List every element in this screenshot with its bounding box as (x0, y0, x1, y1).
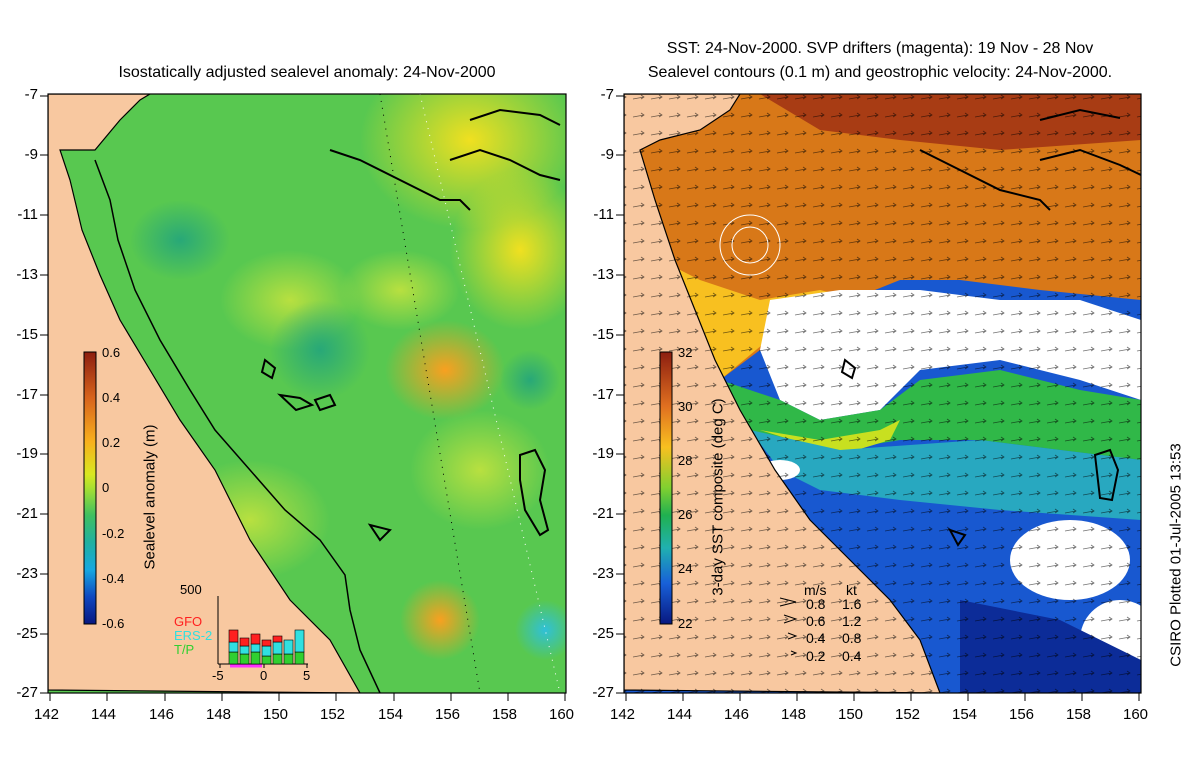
velocity-row-ms: 0.2 (806, 648, 826, 664)
colorbar-tick: 22 (678, 616, 693, 631)
y-tick: -11 (17, 206, 38, 223)
x-tick: 158 (1066, 706, 1092, 723)
y-tick: -13 (16, 266, 38, 283)
velocity-header-kt: kt (846, 582, 857, 598)
x-tick: 156 (1009, 706, 1035, 723)
x-tick: 148 (781, 706, 807, 723)
velocity-row-kt: 0.4 (842, 648, 862, 664)
x-tick: 154 (952, 706, 978, 723)
x-tick: 152 (895, 706, 921, 723)
x-tick: 150 (838, 706, 864, 723)
x-tick: 144 (91, 706, 117, 723)
x-tick: 148 (206, 706, 232, 723)
y-tick: -9 (24, 146, 38, 163)
x-tick: 146 (149, 706, 175, 723)
y-tick: -7 (24, 86, 38, 103)
y-tick: -19 (16, 445, 38, 462)
x-tick: 154 (378, 706, 404, 723)
y-tick: -15 (592, 326, 614, 343)
legend-gfo: GFO (174, 614, 203, 629)
x-tick: 152 (320, 706, 346, 723)
plot-credit: CSIRO Plotted 01-Jul-2005 13:53 (1167, 443, 1185, 667)
y-tick: -23 (16, 565, 38, 582)
x-tick: 160 (549, 706, 575, 723)
x-tick: 142 (34, 706, 60, 723)
x-tick: 160 (1123, 706, 1149, 723)
colorbar-tick: -0.2 (102, 526, 125, 541)
y-tick: -19 (592, 445, 614, 462)
altimeter-histogram-inset (217, 596, 308, 668)
histogram-xtick: 0 (260, 668, 268, 683)
colorbar-label: 3-day SST composite (deg C) (709, 398, 727, 596)
x-tick: 144 (667, 706, 693, 723)
colorbar-tick: 0 (102, 480, 110, 495)
colorbar-tick: 0.4 (102, 390, 121, 405)
right-map-title-line2: Sealevel contours (0.1 m) and geostrophi… (647, 64, 1113, 81)
velocity-row-kt: 1.2 (842, 613, 862, 629)
velocity-row-ms: 0.6 (806, 613, 826, 629)
colorbar-label: Sealevel anomaly (m) (141, 424, 159, 570)
y-tick: -25 (592, 625, 614, 642)
velocity-row-kt: 0.8 (842, 630, 862, 646)
velocity-row-ms: 0.4 (806, 630, 826, 646)
colorbar-tick: 0.6 (102, 345, 121, 360)
y-tick: -9 (600, 146, 614, 163)
y-tick: -25 (16, 625, 38, 642)
colorbar-tick: 32 (678, 345, 693, 360)
left-map-title: Isostatically adjusted sealevel anomaly:… (118, 64, 496, 81)
right-map-title-line1: SST: 24-Nov-2000. SVP drifters (magenta)… (666, 40, 1094, 57)
histogram-xtick: 5 (303, 668, 311, 683)
x-tick: 146 (724, 706, 750, 723)
y-tick: -23 (592, 565, 614, 582)
histogram-ymax: 500 (180, 582, 202, 597)
y-tick: -17 (592, 386, 614, 403)
x-tick: 142 (610, 706, 636, 723)
y-tick: -17 (16, 386, 38, 403)
y-tick: -21 (16, 505, 38, 522)
y-tick: -27 (592, 684, 614, 701)
colorbar-tick: 30 (678, 399, 693, 414)
histogram-xtick: -5 (212, 668, 224, 683)
colorbar-tick: 24 (678, 561, 693, 576)
colorbar-tick: 0.2 (102, 435, 121, 450)
colorbar-tick: 28 (678, 453, 693, 468)
y-tick: -15 (16, 326, 38, 343)
y-tick: -21 (592, 505, 614, 522)
x-tick: 156 (435, 706, 461, 723)
y-tick: -27 (16, 684, 38, 701)
legend-tp: T/P (174, 642, 195, 657)
colorbar-tick: 26 (678, 507, 693, 522)
y-tick: -11 (593, 206, 614, 223)
y-tick: -13 (592, 266, 614, 283)
legend-ers2: ERS-2 (174, 628, 213, 643)
velocity-row-kt: 1.6 (842, 596, 862, 612)
x-tick: 150 (263, 706, 289, 723)
x-tick: 158 (492, 706, 518, 723)
colorbar-tick: -0.4 (102, 571, 125, 586)
y-tick: -7 (600, 86, 614, 103)
colorbar-tick: -0.6 (102, 616, 125, 631)
velocity-row-ms: 0.8 (806, 596, 826, 612)
velocity-header-ms: m/s (804, 582, 827, 598)
